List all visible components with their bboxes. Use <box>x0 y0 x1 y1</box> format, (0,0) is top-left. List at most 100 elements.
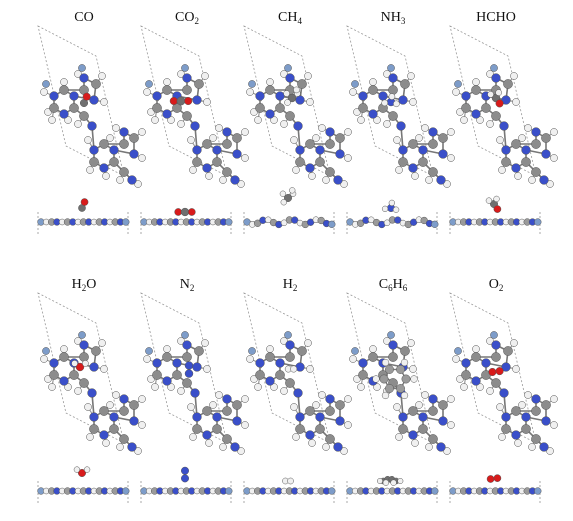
nitrogen-atom <box>232 416 242 426</box>
hydrogen-atom <box>318 391 326 399</box>
hydrogen-atom <box>349 88 357 96</box>
edge-atom <box>225 487 233 495</box>
carbon-atom <box>129 400 139 410</box>
carbon-atom <box>91 346 101 356</box>
carbon-atom <box>438 133 448 143</box>
carbon-atom <box>129 133 139 143</box>
hydrogen-atom <box>344 154 352 162</box>
hydrogen-atom <box>550 421 558 429</box>
hydrogen-atom <box>322 176 330 184</box>
nitrogen-atom <box>230 175 240 185</box>
panel-label-n2: N2 <box>179 277 195 293</box>
nitrogen-atom <box>521 412 531 422</box>
hydrogen-atom <box>322 443 330 451</box>
hydrogen-atom <box>512 365 520 373</box>
hydrogen-atom <box>106 401 114 409</box>
carbon-atom <box>222 406 232 416</box>
hydrogen-atom <box>48 383 56 391</box>
nitrogen-atom <box>127 442 137 452</box>
hydrogen-atom <box>312 134 320 142</box>
carbon-atom <box>275 370 285 380</box>
side-view-hcho <box>449 195 542 234</box>
hydrogen-atom <box>518 401 526 409</box>
edge-atom <box>431 220 439 228</box>
hydrogen-atom <box>284 99 291 106</box>
nitrogen-atom <box>295 412 305 422</box>
hydrogen-atom <box>550 395 558 403</box>
hydrogen-atom <box>395 433 403 441</box>
nitrogen-atom <box>499 388 509 398</box>
hydrogen-atom <box>518 134 526 142</box>
hydrogen-atom <box>280 337 288 345</box>
hydrogen-atom <box>134 447 142 455</box>
hydrogen-atom <box>528 176 536 184</box>
hydrogen-atom <box>177 120 185 128</box>
hydrogen-atom <box>293 86 300 94</box>
edge-atom <box>122 487 130 495</box>
side-view-n2 <box>140 466 233 503</box>
hydrogen-atom <box>393 136 401 144</box>
top-view-o2 <box>449 292 558 455</box>
edge-atom <box>454 80 462 88</box>
hydrogen-atom <box>524 124 532 132</box>
hydrogen-atom <box>528 443 536 451</box>
hydrogen-atom <box>476 383 484 391</box>
nitrogen-atom <box>428 394 438 404</box>
hydrogen-atom <box>102 439 110 447</box>
hydrogen-atom <box>241 421 249 429</box>
nitrogen-atom <box>202 430 212 440</box>
edge-atom <box>534 487 542 495</box>
carbon-atom <box>491 352 501 362</box>
hydrogen-atom <box>280 70 288 78</box>
hydrogen-atom <box>83 466 91 473</box>
carbon-atom <box>79 378 89 388</box>
nitrogen-atom <box>358 91 368 101</box>
carbon-atom <box>438 400 448 410</box>
hydrogen-atom <box>393 403 401 411</box>
nitrogen-atom <box>501 412 511 422</box>
hydrogen-atom <box>496 136 504 144</box>
carbon-atom <box>503 346 513 356</box>
hydrogen-atom <box>187 136 195 144</box>
nitrogen-atom <box>275 358 285 368</box>
hydrogen-atom <box>486 70 494 78</box>
nitrogen-atom <box>184 361 194 370</box>
carbon-atom <box>400 79 410 89</box>
hydrogen-atom <box>86 433 94 441</box>
carbon-atom <box>119 406 129 416</box>
edge-atom <box>181 331 189 339</box>
hydrogen-atom <box>100 365 108 373</box>
nitrogen-atom <box>531 127 541 137</box>
hydrogen-atom <box>493 195 500 203</box>
hydrogen-atom <box>472 78 480 86</box>
nitrogen-atom <box>119 394 129 404</box>
nitrogen-atom <box>461 358 471 368</box>
nitrogen-atom <box>531 394 541 404</box>
hydrogen-atom <box>381 99 389 107</box>
hydrogen-atom <box>443 180 451 188</box>
nitrogen-atom <box>438 416 448 426</box>
nitrogen-atom <box>539 175 549 185</box>
hydrogen-atom <box>383 120 391 128</box>
hydrogen-atom <box>189 166 197 174</box>
edge-atom <box>387 331 395 339</box>
hydrogen-atom <box>421 124 429 132</box>
carbon-atom <box>471 85 481 95</box>
panel-label-nh3: NH3 <box>380 10 406 26</box>
hydrogen-atom <box>143 355 151 363</box>
nitrogen-atom <box>202 163 212 173</box>
carbon-atom <box>315 424 325 434</box>
carbon-atom <box>305 139 315 149</box>
nitrogen-atom <box>325 394 335 404</box>
nitrogen-atom <box>182 73 192 83</box>
nitrogen-atom <box>408 430 418 440</box>
hydrogen-atom <box>167 383 175 391</box>
carbon-atom <box>212 157 222 167</box>
hydrogen-atom <box>447 395 455 403</box>
nitrogen-atom <box>408 163 418 173</box>
hydrogen-atom <box>201 72 209 80</box>
hydrogen-atom <box>425 443 433 451</box>
carbon-atom <box>295 157 305 167</box>
carbon-atom <box>265 85 275 95</box>
